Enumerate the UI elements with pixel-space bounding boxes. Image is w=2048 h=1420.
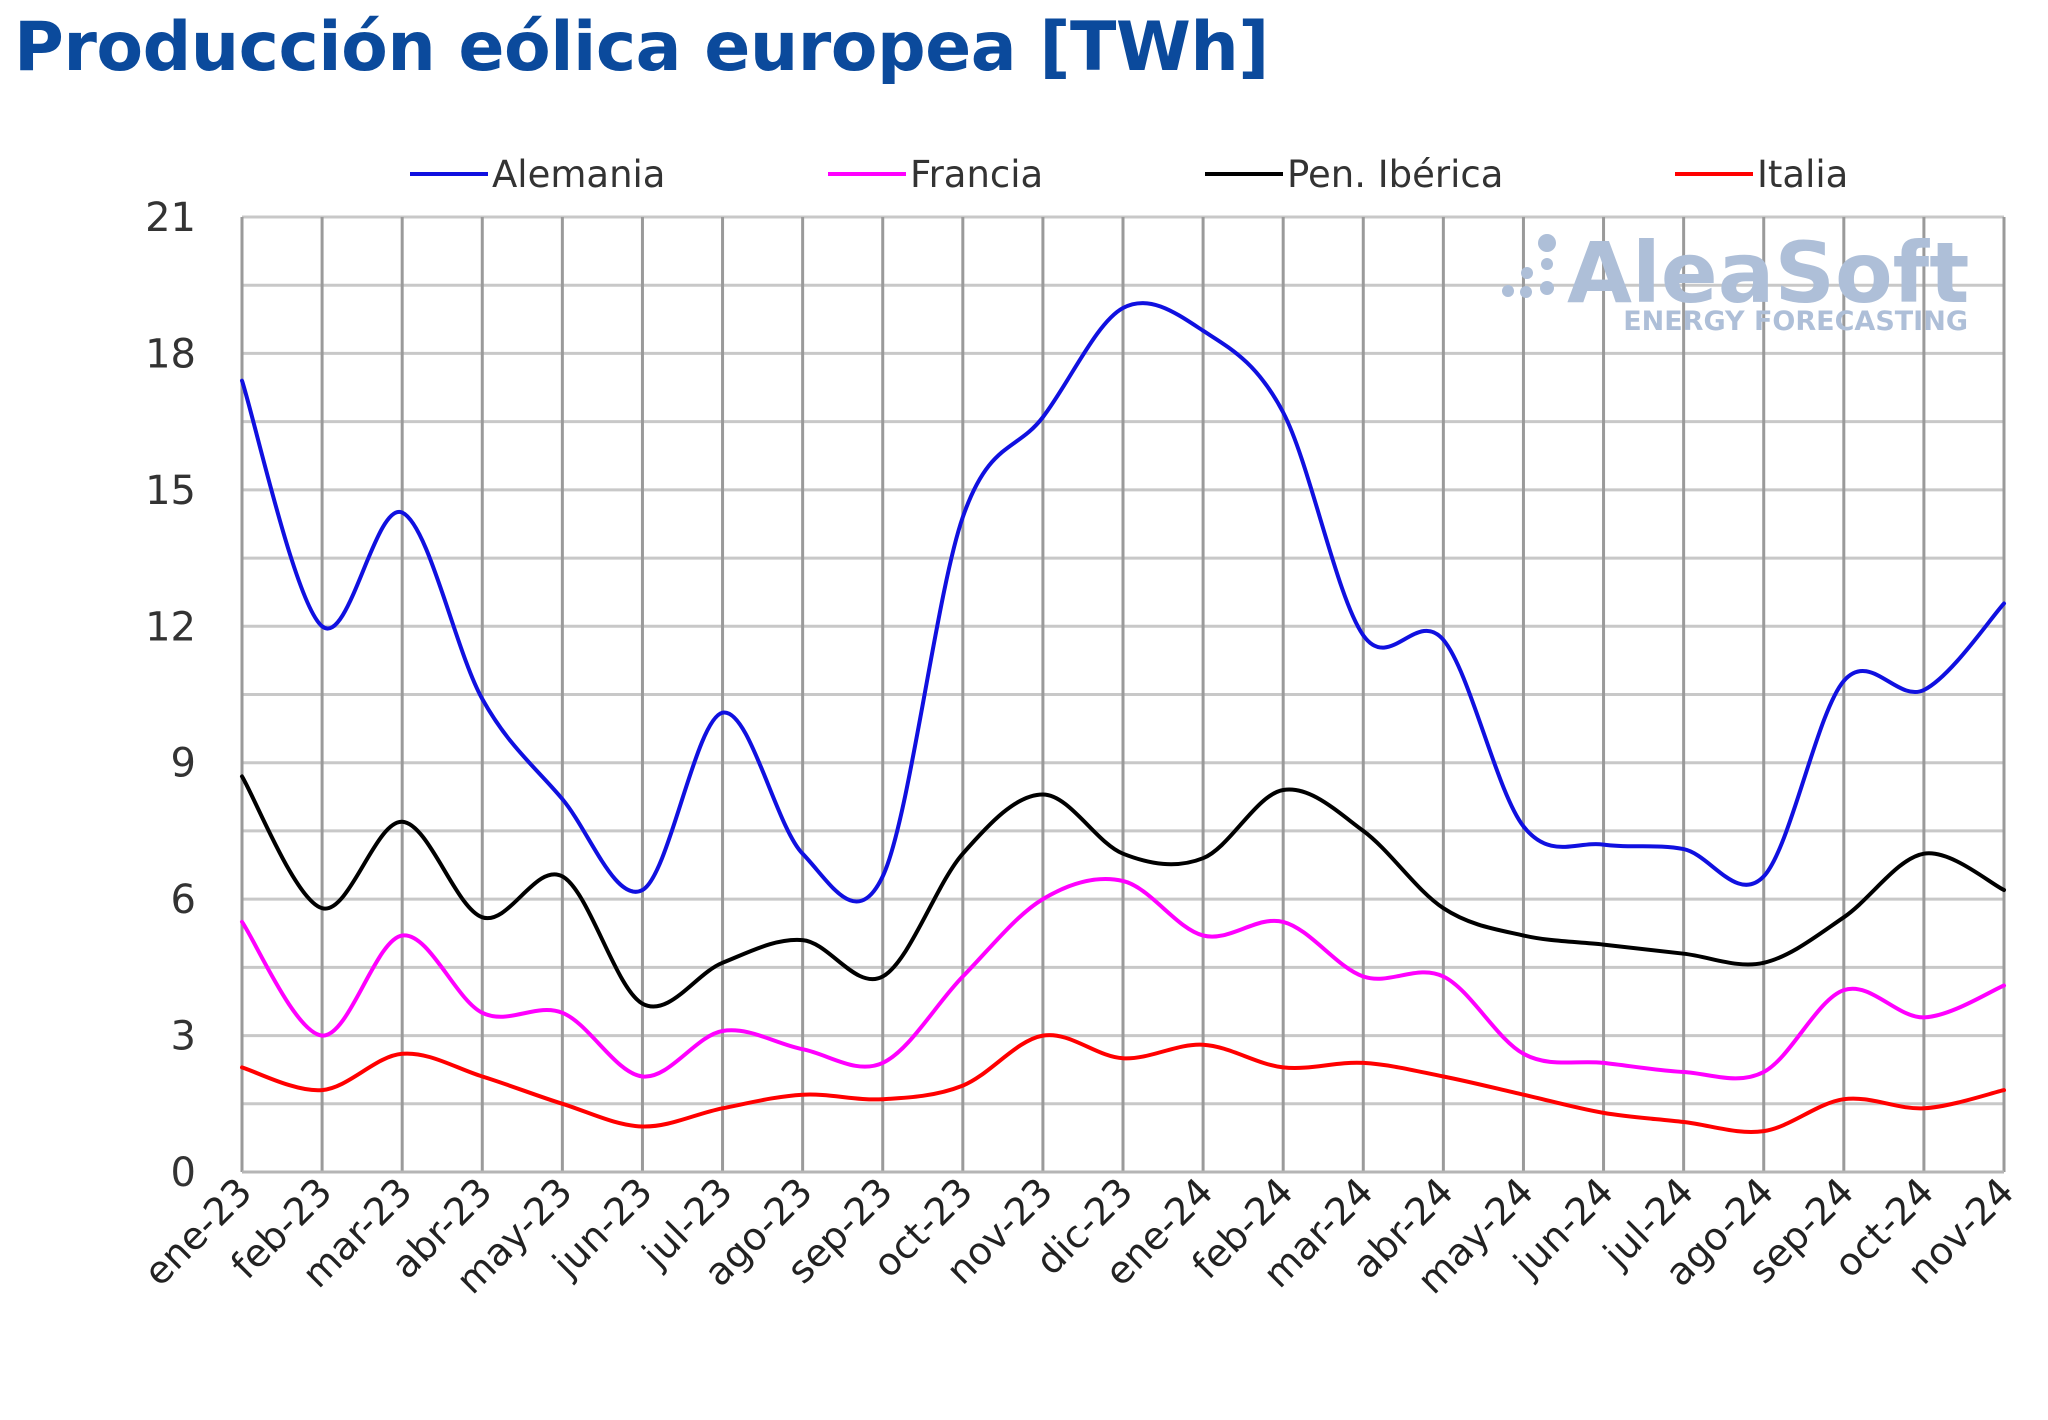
series-line-italia: [240, 1033, 2006, 1134]
series-line-alemania: [240, 301, 2006, 904]
x-axis-ticks: ene-23feb-23mar-23abr-23may-23jun-23jul-…: [135, 1169, 2022, 1302]
watermark: AleaSoft ENERGY FORECASTING: [1502, 224, 1969, 337]
y-axis-ticks: 0 3 6 9 12 15 18 21: [145, 195, 196, 1196]
series-line-pen-iberica: [240, 774, 2006, 1009]
legend: Alemania Francia Pen. Ibérica Italia: [410, 153, 1848, 196]
legend-label: Italia: [1757, 153, 1848, 196]
legend-label: Alemania: [492, 153, 665, 196]
y-tick-label: 12: [145, 604, 196, 650]
series-lines: [240, 301, 2006, 1134]
series-line-francia: [240, 877, 2006, 1081]
legend-label: Francia: [910, 153, 1043, 196]
watermark-brand: AleaSoft: [1567, 224, 1969, 322]
y-tick-label: 9: [171, 741, 196, 787]
chart-title: Producción eólica europea [TWh]: [14, 8, 1269, 87]
y-tick-label: 18: [145, 331, 196, 377]
legend-label: Pen. Ibérica: [1287, 153, 1503, 196]
aleasoft-logo-icon: [1502, 234, 1556, 298]
gridlines: [240, 215, 2006, 1172]
y-tick-label: 15: [145, 468, 196, 514]
watermark-tagline: ENERGY FORECASTING: [1623, 306, 1968, 337]
y-tick-label: 21: [145, 195, 196, 241]
y-tick-label: 3: [171, 1014, 196, 1060]
y-tick-label: 0: [171, 1150, 196, 1196]
y-tick-label: 6: [171, 877, 196, 923]
